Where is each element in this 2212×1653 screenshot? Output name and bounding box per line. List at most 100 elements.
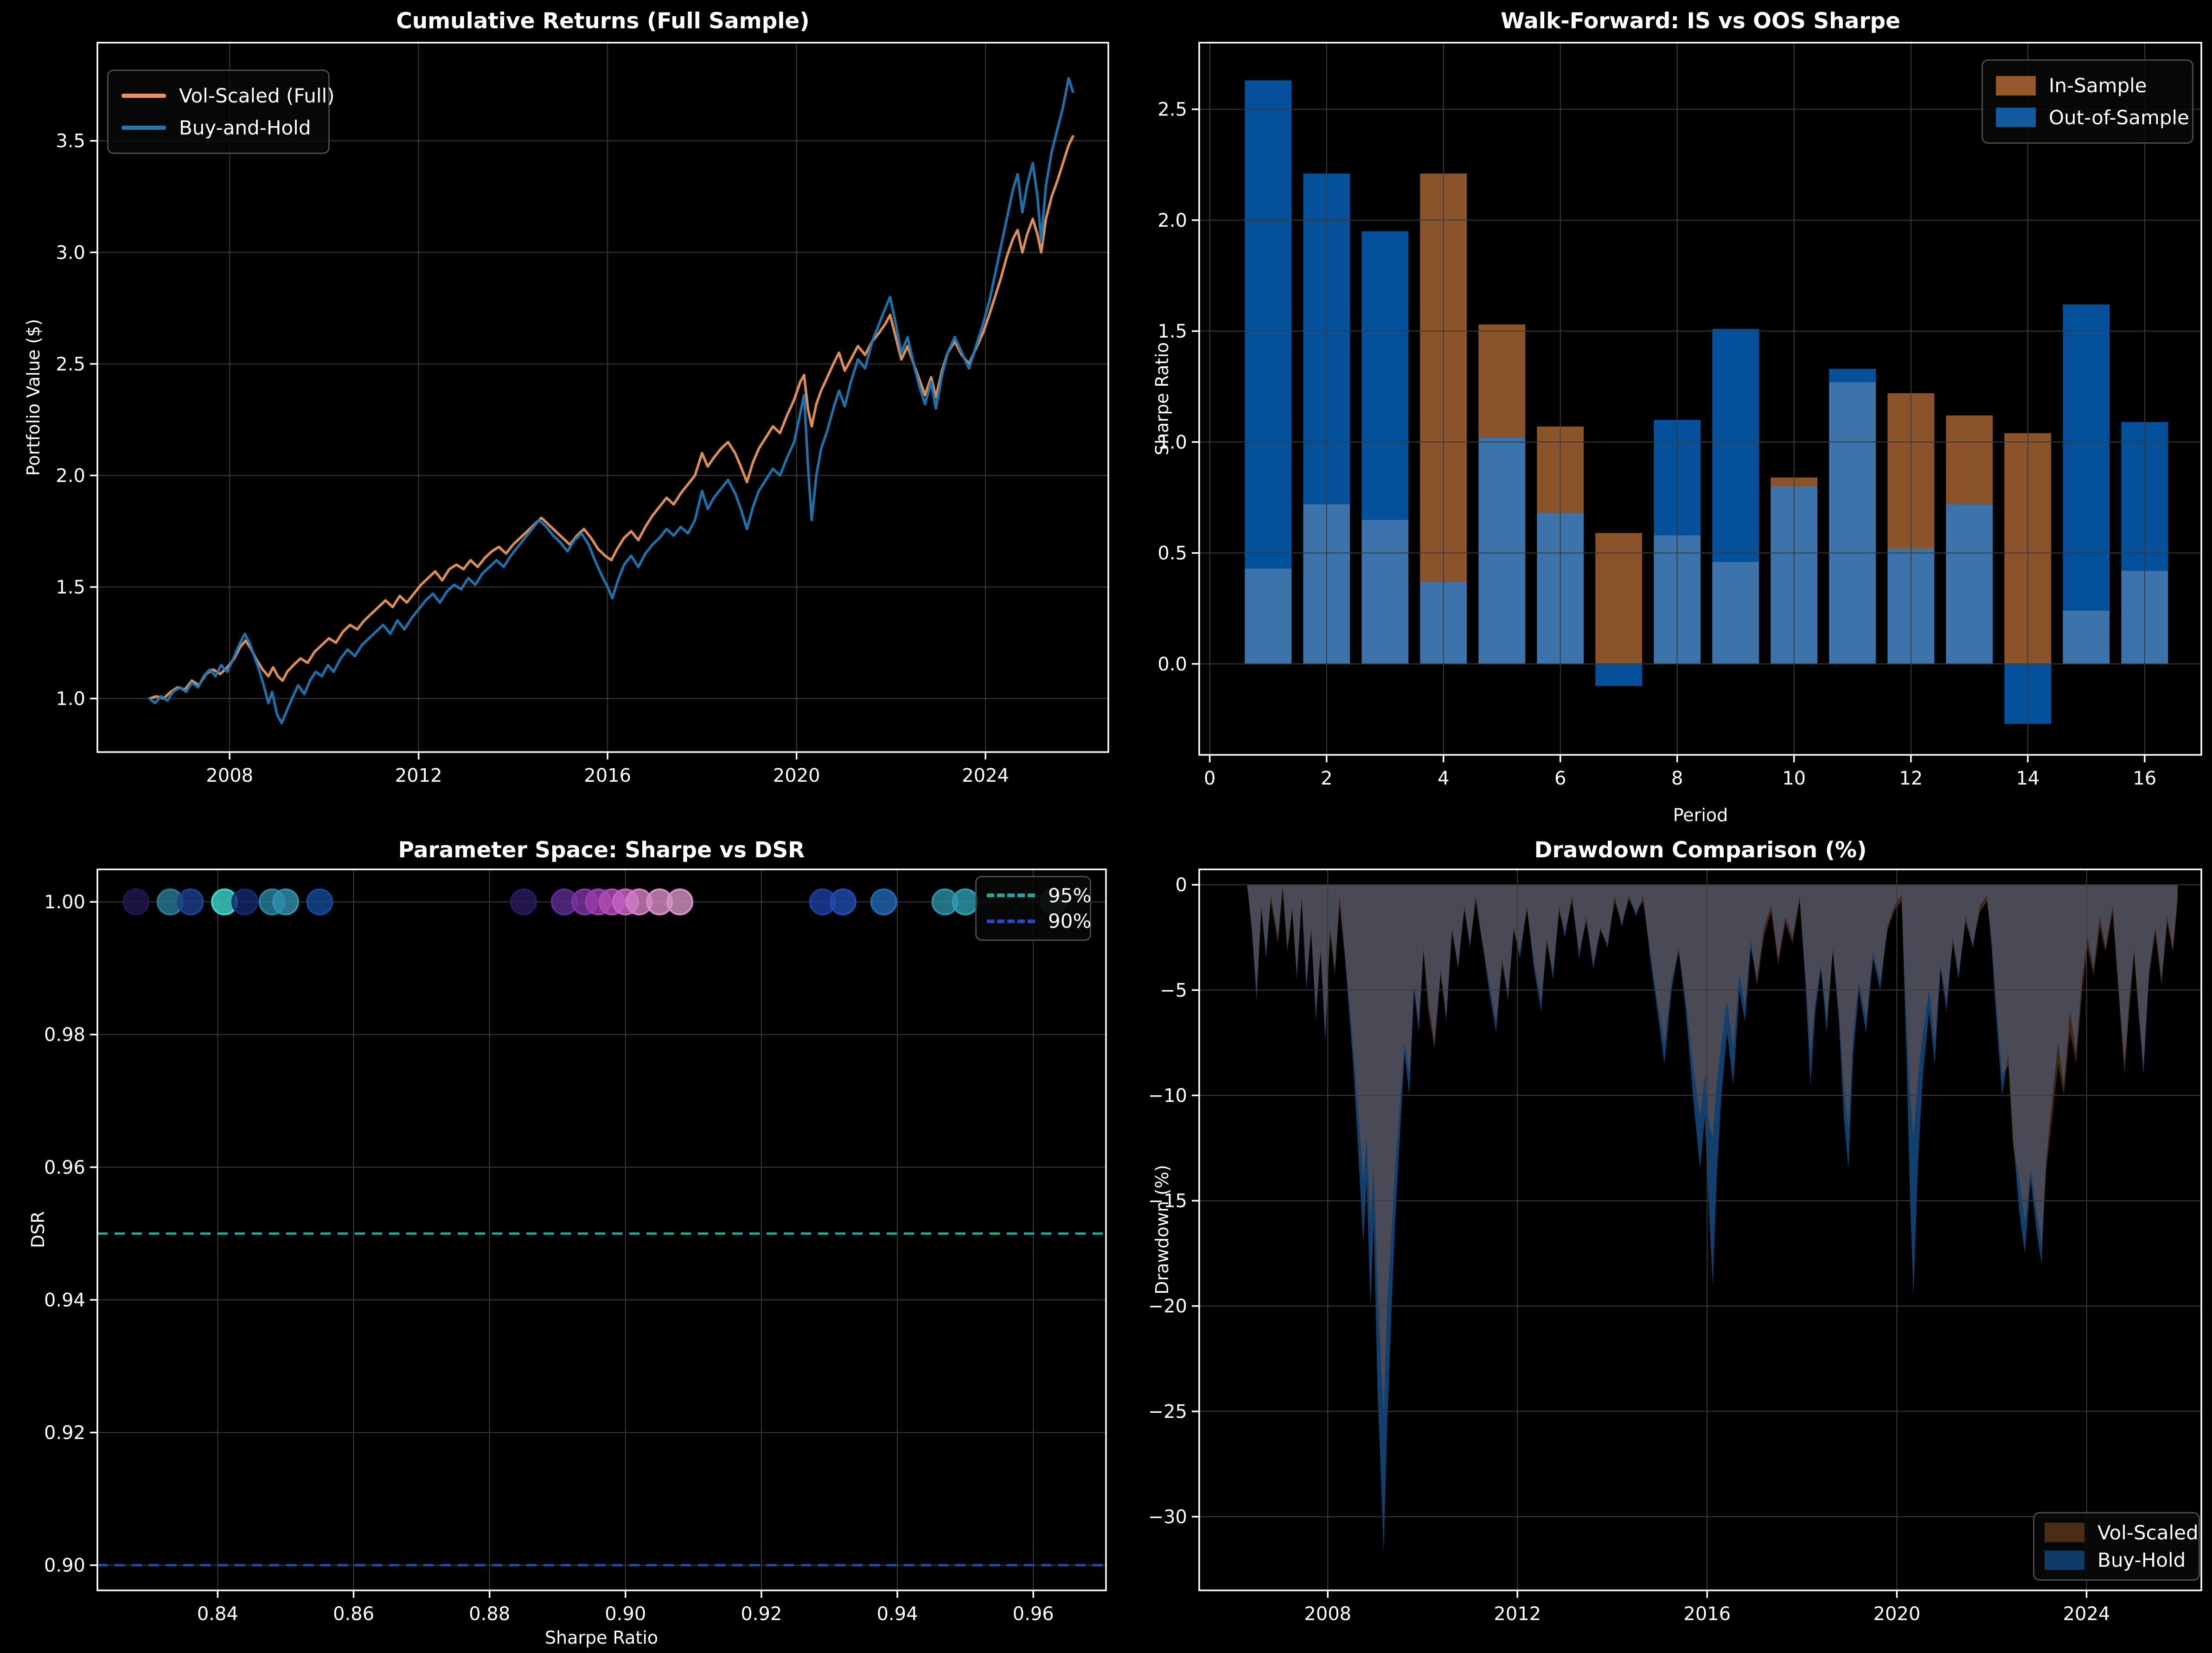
svg-text:−5: −5 (1160, 980, 1187, 1001)
svg-text:0.94: 0.94 (44, 1289, 85, 1311)
svg-text:−25: −25 (1148, 1401, 1187, 1423)
svg-text:2012: 2012 (395, 765, 442, 786)
legend-item: In-Sample (1996, 74, 2179, 97)
svg-text:10: 10 (1782, 768, 1806, 789)
parameter-space-points (122, 888, 1068, 916)
legend-label: 95% (1048, 884, 1092, 907)
legend-item: 95% (987, 884, 1091, 907)
svg-text:0.90: 0.90 (44, 1555, 85, 1576)
panel-title-drawdown: Drawdown Comparison (%) (1534, 837, 1867, 863)
parameter-space-grid (97, 869, 1106, 1590)
svg-text:8: 8 (1671, 768, 1683, 789)
svg-text:2016: 2016 (584, 765, 631, 786)
y-axis-label-drawdown: Drawdown (%) (1152, 1165, 1172, 1295)
svg-text:0.94: 0.94 (877, 1603, 918, 1625)
legend-cumulative-returns: Vol-Scaled (Full) Buy-and-Hold (107, 70, 335, 154)
drawdown-comparison-area-Buy-Hold (1247, 885, 2178, 1553)
svg-text:0.88: 0.88 (469, 1603, 510, 1625)
y-axis-label-sharpe-ratio: Sharpe Ratio (1152, 342, 1172, 456)
walk-forward-sharpe-spines (1198, 42, 2202, 756)
panel-title-param-space: Parameter Space: Sharpe vs DSR (398, 837, 805, 863)
svg-text:−30: −30 (1148, 1506, 1187, 1528)
legend-item: Buy-and-Hold (121, 116, 315, 139)
parameter-space-ticks: 0.84 0.86 0.88 0.90 0.92 0.94 0.96 0.90 0.92 0.94… (44, 892, 1054, 1625)
out-of-sample-swatch (1996, 108, 2036, 128)
panel-cumulative-returns: 2008 2012 2016 2020 2024 1.0 1.5 2.0 2.5 3.0 3.5 (56, 42, 1109, 786)
legend-item: 90% (987, 910, 1091, 932)
svg-text:16: 16 (2133, 768, 2156, 789)
svg-text:0.86: 0.86 (333, 1603, 374, 1625)
svg-text:2.0: 2.0 (56, 465, 85, 486)
panel-parameter-space: 0.84 0.86 0.88 0.90 0.92 0.94 0.96 0.90 0.92 0.94… (44, 868, 1107, 1625)
legend-label: Vol-Scaled (Full) (179, 84, 335, 108)
svg-text:14: 14 (2016, 768, 2039, 789)
svg-text:−15: −15 (1148, 1191, 1187, 1212)
svg-text:3.5: 3.5 (56, 131, 85, 152)
panel-title-walk-forward: Walk-Forward: IS vs OOS Sharpe (1500, 8, 1901, 34)
svg-text:−10: −10 (1148, 1085, 1187, 1106)
svg-text:0.96: 0.96 (44, 1157, 85, 1178)
svg-text:2020: 2020 (773, 765, 820, 786)
x-axis-label-period: Period (1673, 805, 1728, 825)
legend-param-space: 95% 90% (975, 876, 1091, 941)
svg-text:0: 0 (1204, 768, 1215, 789)
svg-text:1.00: 1.00 (44, 892, 85, 913)
vol-scaled-line-swatch (121, 94, 166, 98)
svg-text:1.5: 1.5 (56, 577, 85, 598)
legend-label: Buy-and-Hold (179, 116, 311, 139)
svg-text:0.96: 0.96 (1013, 1603, 1054, 1625)
svg-text:0.5: 0.5 (1157, 543, 1187, 564)
svg-text:0.98: 0.98 (44, 1024, 85, 1046)
svg-text:2008: 2008 (206, 765, 253, 786)
svg-text:1.0: 1.0 (1157, 432, 1187, 453)
legend-label: Vol-Scaled (2097, 1521, 2199, 1544)
svg-text:1.5: 1.5 (1157, 321, 1187, 342)
svg-text:6: 6 (1554, 768, 1566, 789)
legend-item: Buy-Hold (2045, 1549, 2188, 1571)
walk-forward-sharpe-bars (1245, 80, 2168, 724)
y-axis-label-dsr: DSR (28, 1211, 48, 1248)
x-axis-label-sharpe-ratio: Sharpe Ratio (544, 1627, 658, 1648)
svg-text:1.0: 1.0 (56, 689, 85, 710)
svg-text:0.0: 0.0 (1157, 654, 1187, 675)
cumulative-returns-ticks: 2008 2012 2016 2020 2024 1.0 1.5 2.0 2.5 3.0 3.5 (56, 131, 1009, 786)
cumulative-returns-series (148, 77, 1074, 725)
legend-label: Buy-Hold (2097, 1549, 2186, 1572)
svg-text:0.90: 0.90 (605, 1603, 646, 1625)
svg-text:2016: 2016 (1683, 1603, 1731, 1625)
svg-text:0: 0 (1176, 874, 1187, 896)
y-axis-label-portfolio-value: Portfolio Value ($) (23, 319, 44, 476)
svg-text:2: 2 (1321, 768, 1332, 789)
svg-text:4: 4 (1438, 768, 1449, 789)
svg-text:0.92: 0.92 (44, 1423, 85, 1444)
vol-scaled-swatch (2045, 1523, 2084, 1543)
svg-text:12: 12 (1899, 768, 1923, 789)
cumulative-returns-series (148, 135, 1074, 700)
svg-text:2.5: 2.5 (1157, 99, 1187, 121)
cumulative-returns-spines (96, 42, 1109, 753)
svg-text:2024: 2024 (2063, 1603, 2110, 1625)
legend-label: In-Sample (2049, 74, 2147, 97)
drawdown-comparison-ticks: 2008 2012 2016 2020 2024 0 −5 −10 −15 −20 −25 −30 (1148, 874, 2110, 1625)
page-title: Cumulative Returns (Full Sample) (396, 8, 810, 34)
svg-text:2024: 2024 (962, 765, 1009, 786)
legend-walk-forward: In-Sample Out-of-Sample (1982, 59, 2193, 144)
svg-text:2020: 2020 (1873, 1603, 1921, 1625)
drawdown-comparison-spines (1198, 868, 2202, 1591)
panel-walk-forward-sharpe: 0 2 4 6 8 10 12 14 16 0.0 0.5 1.0 1.5 2.0 2.5 (1157, 42, 2202, 789)
panel-drawdown-comparison: 2008 2012 2016 2020 2024 0 −5 −10 −15 −20 −25 −30 (1148, 868, 2202, 1625)
legend-item: Vol-Scaled (Full) (121, 84, 335, 107)
walk-forward-sharpe-ticks: 0 2 4 6 8 10 12 14 16 0.0 0.5 1.0 1.5 2.0 2.5 (1157, 99, 2156, 789)
svg-text:3.0: 3.0 (56, 242, 85, 263)
threshold-90-dash-swatch (987, 919, 1035, 923)
buy-hold-swatch (2045, 1550, 2084, 1570)
svg-text:0.84: 0.84 (197, 1603, 238, 1625)
svg-text:2.0: 2.0 (1157, 210, 1187, 231)
in-sample-swatch (1996, 76, 2036, 96)
svg-text:−20: −20 (1148, 1296, 1187, 1317)
svg-text:2012: 2012 (1494, 1603, 1541, 1625)
svg-text:0.92: 0.92 (741, 1603, 782, 1625)
buy-and-hold-line-swatch (121, 125, 166, 130)
